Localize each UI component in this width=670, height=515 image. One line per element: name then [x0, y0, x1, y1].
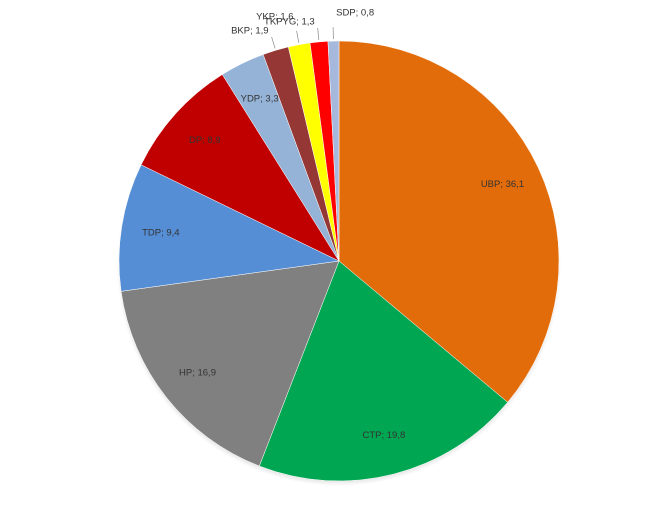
pie-slice: [140, 74, 340, 262]
pie-slice: [258, 260, 508, 482]
leader-line: [296, 30, 300, 43]
data-label: BKP; 1,9: [231, 25, 269, 36]
leader-line: [271, 36, 276, 49]
leader-line: [317, 27, 320, 40]
data-label: TKPYG; 1,3: [264, 16, 315, 27]
pie-slice: [118, 164, 340, 292]
pie-slice: [338, 40, 560, 403]
pie-slice: [120, 260, 340, 467]
data-label: SDP; 0,8: [336, 8, 374, 19]
data-label: CTP; 19,8: [362, 430, 405, 441]
data-label: YDP; 3,3: [241, 94, 279, 105]
data-label: HP; 16,9: [179, 367, 216, 378]
data-label: DP; 8,9: [189, 135, 221, 146]
pie-slice: [327, 40, 340, 262]
data-label: UBP; 36,1: [481, 179, 524, 190]
data-label: TDP; 9,4: [142, 227, 180, 238]
data-label: YKP; 1,6: [256, 11, 294, 22]
